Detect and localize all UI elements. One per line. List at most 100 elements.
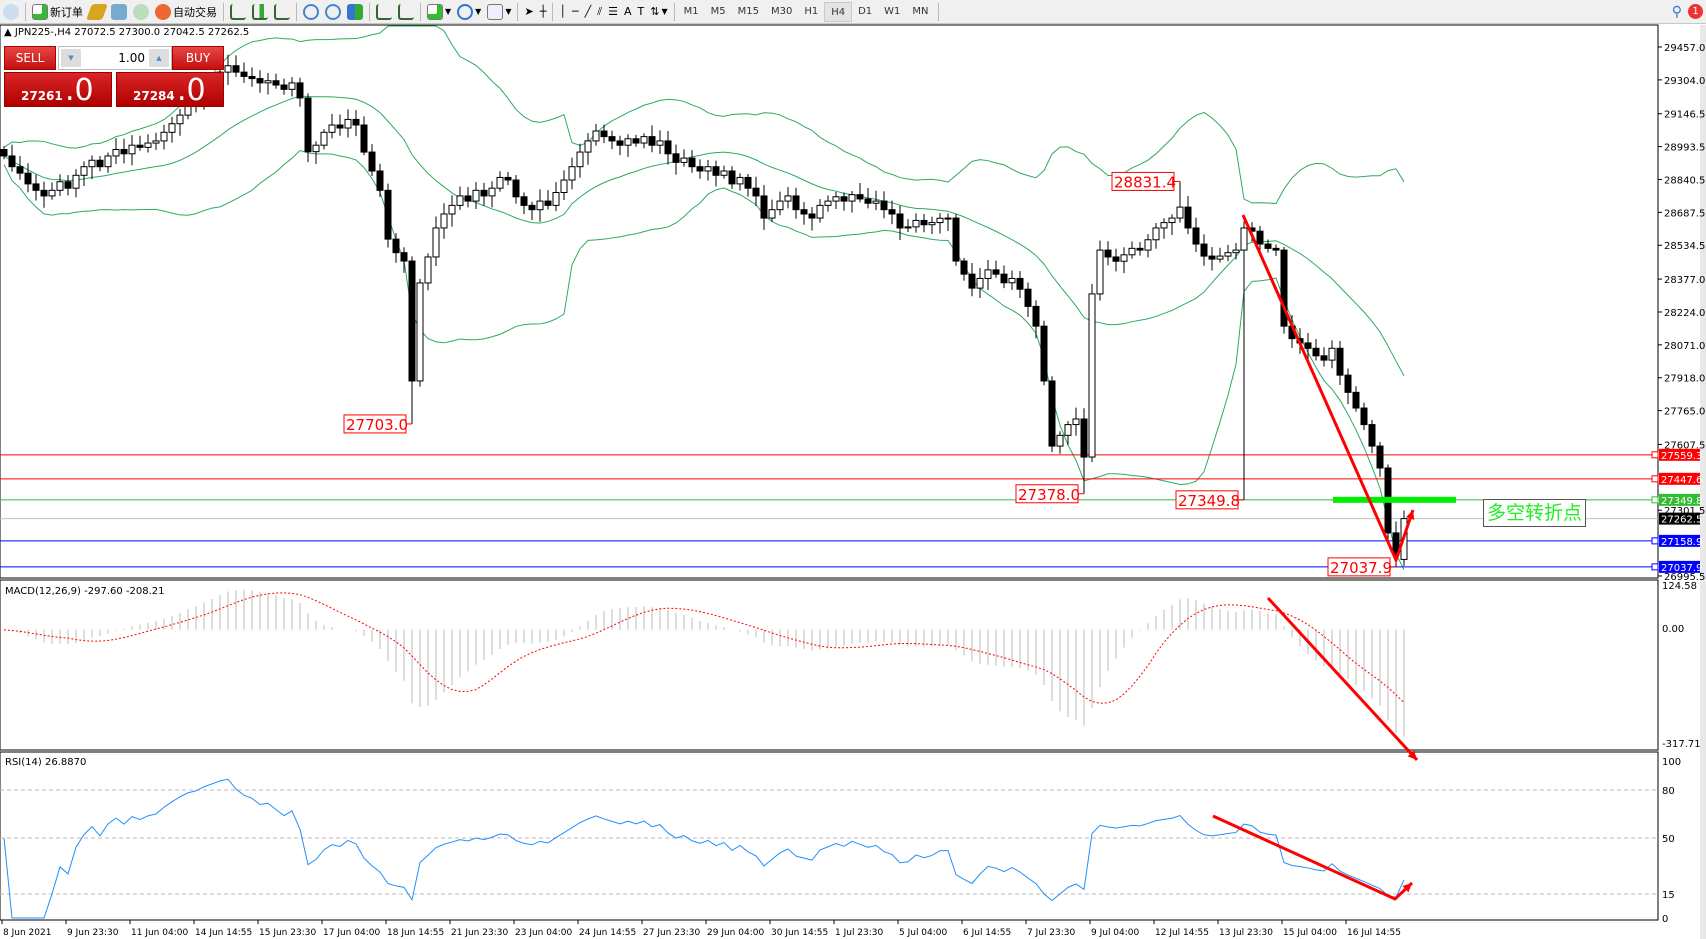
candle-body xyxy=(1016,277,1024,290)
zoom-in-button[interactable] xyxy=(300,1,322,23)
notifications-button[interactable]: 1 xyxy=(1685,1,1706,23)
one-click-trading-panel: SELL ▼ 1.00 ▲ BUY 27261.0 27284.0 xyxy=(4,46,224,108)
bar-chart-button[interactable] xyxy=(227,1,249,23)
timeframe-w1[interactable]: W1 xyxy=(884,5,901,17)
chart-symbol-info: ▲ JPN225-,H4 27072.5 27300.0 27042.5 272… xyxy=(4,27,250,38)
lot-size-input[interactable]: ▼ 1.00 ▲ xyxy=(58,46,172,70)
fibonacci-tool[interactable]: ☰ xyxy=(605,1,621,23)
navigator-button[interactable] xyxy=(108,1,130,23)
sell-button[interactable]: SELL xyxy=(4,46,56,70)
lot-increase-button[interactable]: ▲ xyxy=(149,49,169,67)
search-button[interactable]: ⚲ xyxy=(1669,1,1685,23)
candle-body xyxy=(368,151,376,172)
price-tick-label: 28687.5 xyxy=(1664,208,1705,219)
candle-body xyxy=(848,194,856,202)
tile-windows-button[interactable] xyxy=(344,1,366,23)
toolbar-divider xyxy=(369,2,370,21)
new-order-label: 新订单 xyxy=(50,5,83,19)
candle-body xyxy=(496,176,504,189)
candle-body xyxy=(1224,252,1232,257)
time-axis-label: 7 Jul 23:30 xyxy=(1027,928,1076,938)
candle-body xyxy=(792,195,800,211)
candle-body xyxy=(8,155,16,168)
timeframe-d1[interactable]: D1 xyxy=(858,5,873,17)
autoscroll-button[interactable] xyxy=(395,1,417,23)
arrows-tool[interactable]: ⇅ ▼ xyxy=(650,5,668,18)
candle-body xyxy=(0,149,8,157)
macd-tick-label: 0.00 xyxy=(1662,624,1684,635)
timeframe-h4[interactable]: H4 xyxy=(824,1,853,22)
timeframe-m5[interactable]: M5 xyxy=(710,5,726,17)
time-axis-label: 5 Jul 04:00 xyxy=(899,928,948,938)
candle-body xyxy=(440,213,448,229)
horizontal-line-tool[interactable]: ─ xyxy=(569,1,582,23)
timeframe-m15[interactable]: M15 xyxy=(737,5,759,17)
toolbar: 新订单 自动交易 ▼ ▼ ▼ ➤ ┼ │ ─ ╱ ⫽ ☰ A T ⇅ ▼ M1 M… xyxy=(0,0,1706,24)
indicators-button[interactable]: ▼ xyxy=(424,1,454,23)
zoom-out-button[interactable] xyxy=(322,1,344,23)
new-order-button[interactable]: 新订单 xyxy=(29,1,86,23)
candle-body xyxy=(360,124,368,153)
candle-body xyxy=(1312,347,1320,357)
navigator-icon xyxy=(111,3,127,20)
candle-body xyxy=(280,84,288,90)
candle-body xyxy=(608,136,616,142)
price-trend-arrow xyxy=(1241,214,1415,565)
crosshair-tool[interactable]: ┼ xyxy=(537,1,550,23)
candle-body xyxy=(272,80,280,86)
equidistant-channel-tool[interactable]: ⫽ xyxy=(594,1,605,23)
cursor-tool[interactable]: ➤ xyxy=(521,1,536,23)
text-tool[interactable]: A xyxy=(621,1,635,23)
trendline-tool[interactable]: ╱ xyxy=(582,1,595,23)
candle-body xyxy=(984,269,992,279)
candle-body xyxy=(616,140,624,146)
auto-trading-button[interactable]: 自动交易 xyxy=(152,1,220,23)
text-label-tool[interactable]: T xyxy=(635,1,648,23)
candle-body xyxy=(808,213,816,219)
candle-body xyxy=(856,194,864,200)
candle-body xyxy=(712,166,720,176)
time-axis-label: 27 Jun 23:30 xyxy=(643,928,700,938)
candle-body xyxy=(504,176,512,181)
toolbar-divider xyxy=(420,2,421,21)
candle-body xyxy=(1064,424,1072,436)
periods-button[interactable]: ▼ xyxy=(454,1,484,23)
templates-button[interactable]: ▼ xyxy=(484,1,514,23)
market-watch-button[interactable] xyxy=(86,1,108,23)
time-axis-label: 9 Jun 23:30 xyxy=(67,928,119,938)
line-chart-button[interactable] xyxy=(271,1,293,23)
price-tick-label: 29457.0 xyxy=(1664,43,1705,54)
sell-price-fraction: .0 xyxy=(65,73,94,108)
vertical-line-tool[interactable]: │ xyxy=(556,1,569,23)
candle-body xyxy=(752,187,760,197)
candle-chart-icon xyxy=(252,3,268,20)
signals-button[interactable] xyxy=(130,1,152,23)
time-axis-label: 17 Jun 04:00 xyxy=(323,928,380,938)
candle-chart-button[interactable] xyxy=(249,1,271,23)
candle-body xyxy=(416,282,424,382)
zoom-tool-icon[interactable] xyxy=(0,1,22,23)
lot-decrease-button[interactable]: ▼ xyxy=(61,49,81,67)
chart-shift-button[interactable] xyxy=(373,1,395,23)
turning-point-note[interactable]: 多空转折点 xyxy=(1483,499,1587,527)
candle-body xyxy=(136,144,144,148)
timeframe-m1[interactable]: M1 xyxy=(683,5,699,17)
main-panel-frame xyxy=(0,24,1659,579)
timeframe-m30[interactable]: M30 xyxy=(770,5,793,17)
candle-body xyxy=(696,166,704,172)
candle-body xyxy=(1144,239,1152,251)
timeframe-h1[interactable]: H1 xyxy=(804,5,819,17)
buy-button[interactable]: BUY xyxy=(172,46,224,70)
price-tag-label: 27037.9 xyxy=(1661,563,1702,574)
time-axis-label: 6 Jul 14:55 xyxy=(963,928,1011,938)
timeframe-mn[interactable]: MN xyxy=(912,5,929,17)
time-axis-label: 21 Jun 23:30 xyxy=(451,928,508,938)
candle-body xyxy=(120,149,128,155)
candle-body xyxy=(1376,445,1384,469)
buy-price[interactable]: 27284.0 xyxy=(116,72,224,108)
sell-price[interactable]: 27261.0 xyxy=(4,72,112,108)
candle-body xyxy=(1184,206,1192,229)
tile-icon xyxy=(347,3,363,20)
candle-body xyxy=(144,142,152,148)
